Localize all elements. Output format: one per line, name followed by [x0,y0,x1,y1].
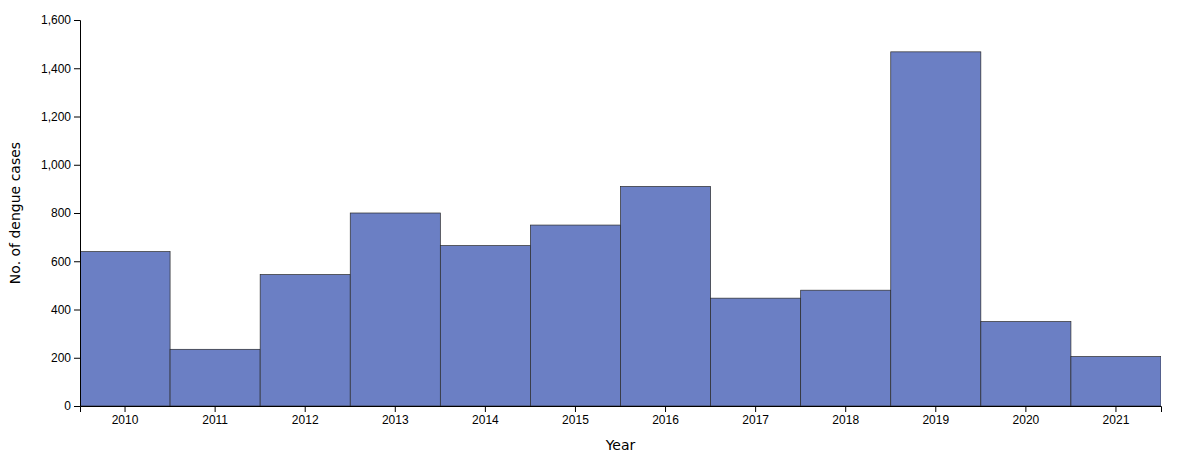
x-tick: 2015 [562,406,589,427]
y-axis-title: No. of dengue cases [7,142,23,284]
x-tick-label: 2012 [292,413,319,427]
x-tick-mark [755,406,756,412]
x-tick: 2012 [292,406,319,427]
bar [530,225,620,406]
bar [440,246,530,406]
y-tick-mark [74,310,80,311]
x-tick: 2013 [382,406,409,427]
y-tick-label: 1,400 [41,62,71,76]
x-tick-mark [305,406,306,412]
y-tick-mark [74,20,80,21]
bar [981,322,1071,406]
x-tick-mark [575,406,576,412]
y-tick-mark [74,165,80,166]
y-tick: 1,000 [41,158,80,172]
x-tick: 2011 [202,406,228,427]
x-tick-label: 2013 [382,413,409,427]
y-tick-mark [74,406,80,407]
y-tick-label: 1,600 [41,13,71,27]
x-tick-mark [1025,406,1026,412]
bars [80,52,1161,406]
y-tick-label: 1,000 [41,158,71,172]
y-tick-mark [74,117,80,118]
y-axis: 0 200 400 600 800 1,000 1,200 1,400 1,600 [41,13,81,413]
bar [711,298,801,406]
y-tick: 0 [64,399,80,413]
x-tick-mark [485,406,486,412]
bar [350,213,440,406]
x-tick-label: 2018 [832,413,859,427]
y-tick-mark [74,358,80,359]
x-tick-label: 2021 [1103,413,1130,427]
x-tick-mark [665,406,666,412]
x-tick-mark [935,406,936,412]
x-tick: 2010 [112,406,139,427]
x-tick-label: 2010 [112,413,139,427]
x-tick-label: 2017 [742,413,769,427]
y-tick: 600 [51,255,80,269]
y-tick: 1,600 [41,13,80,27]
x-tick-mark [125,406,126,412]
bar [621,186,711,406]
x-tick-label: 2016 [652,413,679,427]
bar [80,252,170,406]
plot: 2010 2011 2012 2013 2014 2015 2016 2017 2018 2019… [41,13,1162,426]
x-tick: 2017 [742,406,769,427]
y-tick-label: 600 [51,255,71,269]
x-axis-title: Year [605,437,636,453]
y-tick-mark [74,213,80,214]
x-tick-label: 2011 [202,413,228,427]
y-tick-label: 400 [51,303,71,317]
x-tick: 2016 [652,406,679,427]
x-axis: 2010 2011 2012 2013 2014 2015 2016 2017 2018 2019… [81,406,1162,427]
x-tick: 2020 [1013,406,1040,427]
x-tick-mark [215,406,216,412]
bar [891,52,981,406]
bar [260,275,350,406]
y-tick: 1,200 [41,110,80,124]
x-tick: 2018 [832,406,859,427]
y-tick: 1,400 [41,62,80,76]
bar [170,349,260,406]
x-tick-label: 2015 [562,413,589,427]
x-tick: 2019 [922,406,949,427]
x-tick-mark [845,406,846,412]
chart: 2010 2011 2012 2013 2014 2015 2016 2017 2018 2019… [0,0,1185,462]
y-tick: 400 [51,303,80,317]
x-tick-label: 2019 [922,413,949,427]
bar [1071,357,1161,406]
x-tick-label: 2020 [1013,413,1040,427]
x-axis-line [81,407,1162,413]
x-tick-mark [1115,406,1116,412]
x-tick-label: 2014 [472,413,499,427]
bar [801,290,891,406]
y-tick-mark [74,68,80,69]
y-tick-label: 0 [64,399,71,413]
x-tick: 2014 [472,406,499,427]
y-tick-label: 200 [51,351,71,365]
x-tick: 2021 [1103,406,1130,427]
y-tick: 200 [51,351,80,365]
x-tick-mark [395,406,396,412]
y-tick-label: 1,200 [41,110,71,124]
y-axis-line [74,21,81,407]
y-tick-mark [74,261,80,262]
y-tick-label: 800 [51,206,71,220]
y-tick: 800 [51,206,80,220]
